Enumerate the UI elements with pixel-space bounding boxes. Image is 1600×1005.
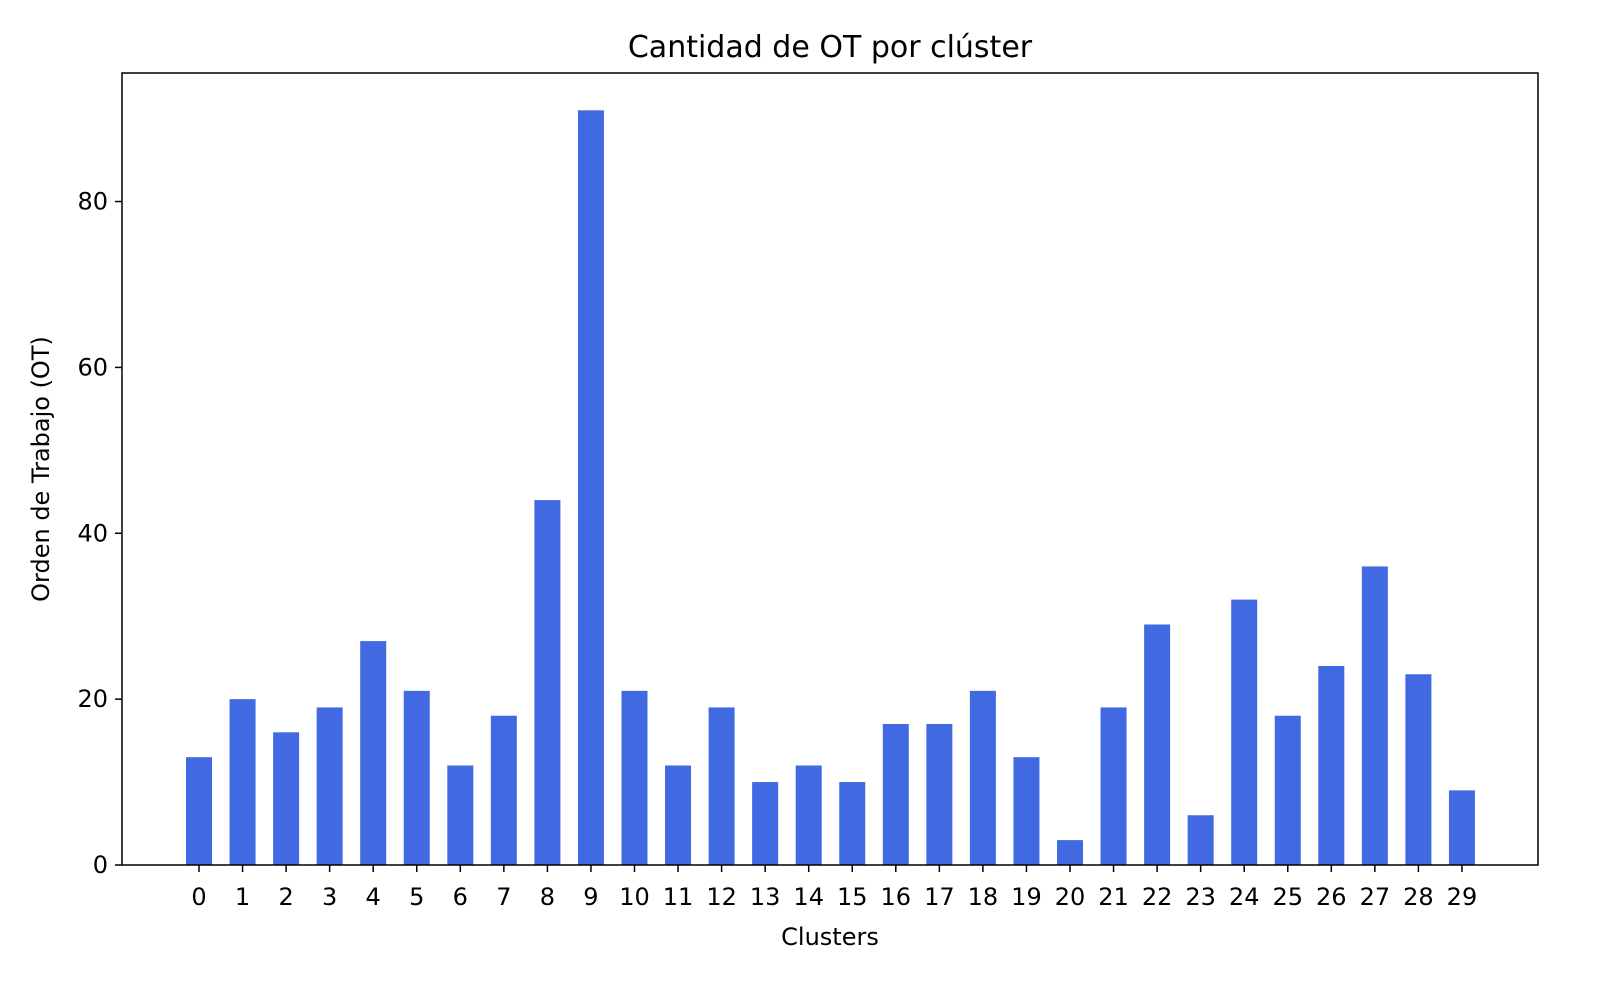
chart-title: Cantidad de OT por clúster — [628, 30, 1033, 65]
x-tick-label: 17 — [924, 883, 955, 911]
x-tick-label: 11 — [663, 883, 694, 911]
bar-cluster-24 — [1231, 599, 1258, 865]
bar-cluster-29 — [1448, 790, 1475, 865]
bar-cluster-23 — [1187, 815, 1214, 865]
x-tick-label: 9 — [583, 883, 598, 911]
bar-cluster-21 — [1100, 707, 1127, 865]
bar-cluster-17 — [926, 724, 953, 865]
y-tick-label: 20 — [77, 685, 108, 713]
bar-cluster-22 — [1144, 624, 1171, 865]
x-tick-label: 7 — [496, 883, 511, 911]
y-tick-label: 80 — [77, 188, 108, 216]
x-tick-label: 27 — [1360, 883, 1391, 911]
x-tick-label: 18 — [968, 883, 999, 911]
x-tick-label: 0 — [191, 883, 206, 911]
bar-cluster-13 — [752, 782, 779, 865]
x-tick-label: 14 — [793, 883, 824, 911]
bar-cluster-0 — [186, 757, 212, 865]
x-tick-label: 22 — [1142, 883, 1173, 911]
bar-cluster-14 — [795, 765, 822, 865]
x-tick-label: 16 — [881, 883, 912, 911]
bar-cluster-12 — [708, 707, 735, 865]
bar-cluster-19 — [1013, 757, 1040, 865]
x-tick-label: 15 — [837, 883, 868, 911]
bar-cluster-9 — [577, 110, 604, 865]
bar-cluster-27 — [1361, 566, 1388, 865]
x-tick-label: 12 — [706, 883, 737, 911]
x-tick-label: 26 — [1316, 883, 1347, 911]
bar-cluster-2 — [273, 732, 300, 865]
x-tick-label: 24 — [1229, 883, 1260, 911]
bar-cluster-28 — [1405, 674, 1432, 865]
x-tick-label: 10 — [619, 883, 650, 911]
x-tick-label: 2 — [278, 883, 293, 911]
x-tick-label: 5 — [409, 883, 424, 911]
bar-cluster-7 — [490, 715, 517, 865]
x-tick-label: 4 — [366, 883, 381, 911]
x-tick-label: 20 — [1055, 883, 1086, 911]
bar-cluster-11 — [665, 765, 692, 865]
bar-cluster-3 — [316, 707, 343, 865]
y-tick-label: 60 — [77, 353, 108, 381]
y-tick-label: 40 — [77, 519, 108, 547]
x-tick-label: 23 — [1185, 883, 1216, 911]
bar-cluster-26 — [1318, 665, 1345, 865]
y-axis-label: Orden de Trabajo (OT) — [27, 336, 55, 602]
bar-cluster-25 — [1274, 715, 1301, 865]
bar-cluster-10 — [621, 690, 648, 865]
bar-cluster-4 — [360, 641, 387, 865]
x-tick-label: 3 — [322, 883, 337, 911]
x-tick-label: 25 — [1272, 883, 1303, 911]
y-tick-label: 0 — [93, 851, 108, 879]
bar-cluster-16 — [882, 724, 909, 865]
plot-frame — [121, 72, 1539, 866]
bar-cluster-15 — [839, 782, 866, 865]
x-tick-label: 8 — [540, 883, 555, 911]
bar-cluster-18 — [969, 690, 996, 865]
x-tick-label: 19 — [1011, 883, 1042, 911]
x-axis-label: Clusters — [781, 923, 879, 951]
bar-cluster-5 — [403, 690, 430, 865]
bars-group — [186, 110, 1475, 865]
x-tick-label: 13 — [750, 883, 781, 911]
bar-cluster-8 — [534, 500, 561, 865]
x-tick-label: 1 — [235, 883, 250, 911]
x-tick-label: 29 — [1447, 883, 1478, 911]
x-tick-label: 6 — [453, 883, 468, 911]
x-tick-label: 21 — [1098, 883, 1129, 911]
bar-cluster-1 — [229, 699, 256, 865]
bar-cluster-20 — [1057, 840, 1083, 865]
x-tick-label: 28 — [1403, 883, 1434, 911]
y-axis-ticks: 0 20 40 60 80 — [77, 188, 122, 879]
x-axis-ticks: 0 1 2 3 4 5 6 7 8 9 10 11 12 13 14 15 16 17 18 19 20 21 22 23 24… — [191, 865, 1477, 911]
bar-cluster-6 — [447, 765, 474, 865]
